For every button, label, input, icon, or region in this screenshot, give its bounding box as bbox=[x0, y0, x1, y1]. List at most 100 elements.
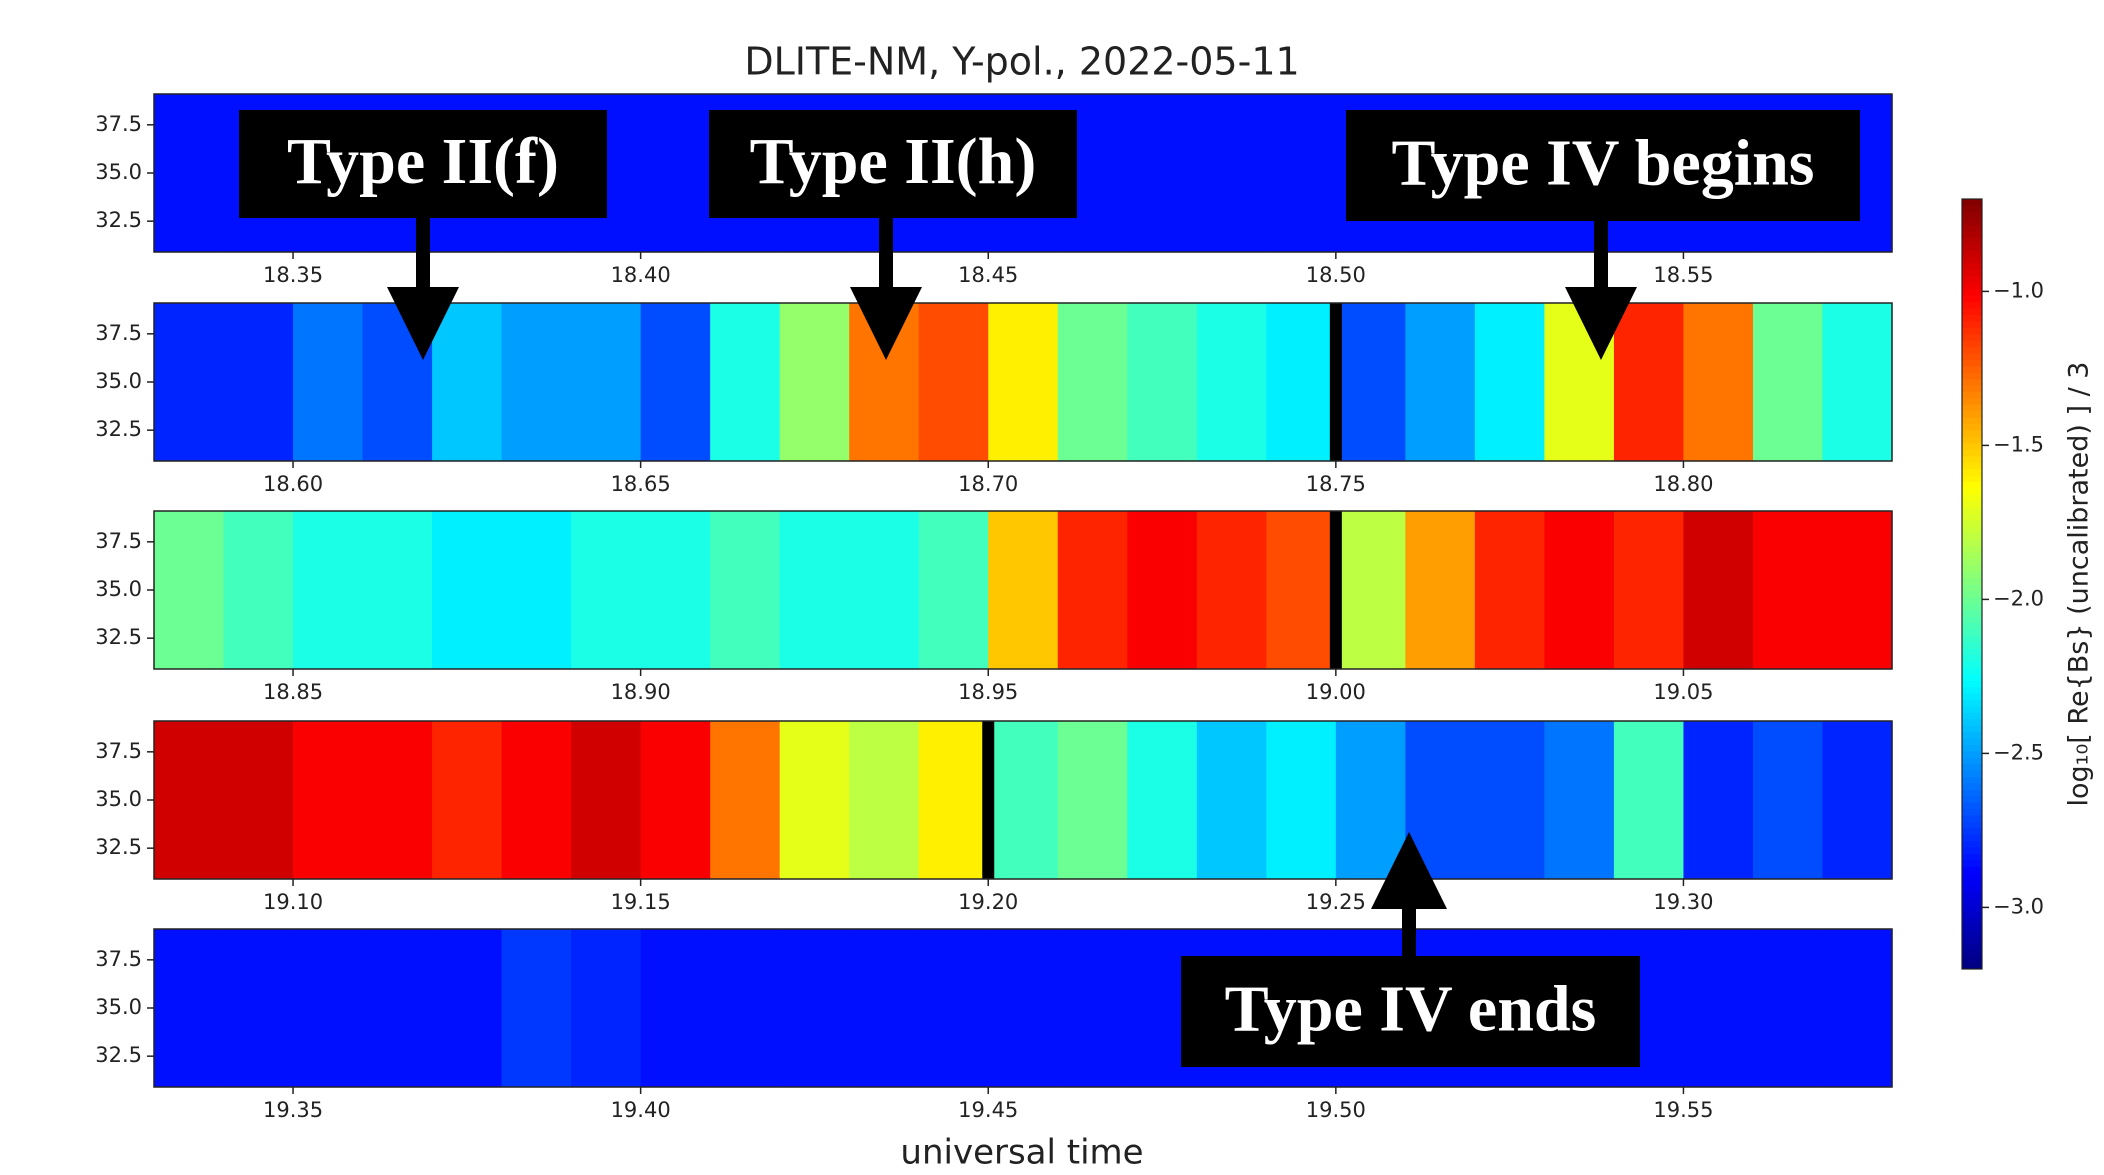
heat-cell bbox=[849, 929, 920, 1087]
colorbar-swatch bbox=[1962, 404, 1982, 412]
heat-cell bbox=[1474, 721, 1545, 879]
colorbar-tick-label: −1.5 bbox=[1993, 432, 2044, 456]
heat-cell bbox=[918, 303, 989, 461]
heat-cell bbox=[1266, 511, 1337, 669]
heat-cell bbox=[1822, 721, 1893, 879]
heat-cell bbox=[1335, 303, 1406, 461]
colorbar-tick-label: −1.0 bbox=[1993, 278, 2044, 302]
colorbar-swatch bbox=[1962, 936, 1982, 944]
colorbar-swatch bbox=[1962, 282, 1982, 290]
colorbar-swatch bbox=[1962, 872, 1982, 880]
heat-cell bbox=[640, 929, 711, 1087]
heat-cell bbox=[918, 511, 989, 669]
heat-cell bbox=[571, 929, 642, 1087]
heat-cell bbox=[640, 94, 711, 252]
colorbar-swatch bbox=[1962, 320, 1982, 328]
colorbar-swatch bbox=[1962, 487, 1982, 495]
colorbar-swatch bbox=[1962, 757, 1982, 765]
colorbar-swatch bbox=[1962, 532, 1982, 540]
colorbar-swatch bbox=[1962, 699, 1982, 707]
x-tick-label: 18.80 bbox=[1653, 472, 1713, 496]
heat-cell bbox=[1613, 511, 1685, 669]
colorbar-tick-label: −3.0 bbox=[1993, 894, 2044, 918]
x-tick-label: 19.25 bbox=[1306, 890, 1366, 914]
colorbar-swatch bbox=[1962, 269, 1982, 277]
colorbar-swatch bbox=[1962, 949, 1982, 957]
heat-cell bbox=[362, 511, 433, 669]
colorbar-swatch bbox=[1962, 596, 1982, 604]
colorbar-swatch bbox=[1962, 840, 1982, 848]
heat-cell bbox=[1196, 303, 1267, 461]
heat-cell bbox=[1752, 303, 1824, 461]
colorbar-swatch bbox=[1962, 199, 1982, 206]
y-tick-label: 37.5 bbox=[95, 947, 142, 971]
heat-cell bbox=[640, 511, 711, 669]
x-tick-label: 18.35 bbox=[263, 263, 323, 287]
colorbar-swatch bbox=[1962, 693, 1982, 700]
colorbar-swatch bbox=[1962, 211, 1982, 219]
colorbar-swatch bbox=[1962, 571, 1982, 579]
y-tick-label: 32.5 bbox=[95, 625, 142, 649]
arrow-head bbox=[387, 287, 459, 360]
colorbar-swatch bbox=[1962, 686, 1982, 694]
colorbar-swatch bbox=[1962, 551, 1982, 559]
colorbar-swatch bbox=[1962, 648, 1982, 656]
arrow-head bbox=[850, 287, 922, 360]
annotation-text: Type II(h) bbox=[750, 125, 1037, 198]
colorbar-swatch bbox=[1962, 436, 1982, 444]
x-tick-label: 19.20 bbox=[958, 890, 1018, 914]
heat-cell bbox=[293, 721, 364, 879]
colorbar-swatch bbox=[1962, 391, 1982, 399]
heat-cell bbox=[1544, 511, 1615, 669]
heat-cell bbox=[1266, 94, 1337, 252]
colorbar-swatch bbox=[1962, 917, 1982, 925]
colorbar-swatch bbox=[1962, 616, 1982, 623]
colorbar-swatch bbox=[1962, 372, 1982, 380]
colorbar-swatch bbox=[1962, 808, 1982, 816]
y-tick-label: 35.0 bbox=[95, 995, 142, 1019]
colorbar-swatch bbox=[1962, 494, 1982, 502]
colorbar-swatch bbox=[1962, 340, 1982, 348]
heat-cell bbox=[640, 721, 711, 879]
y-tick-label: 32.5 bbox=[95, 835, 142, 859]
colorbar-swatch bbox=[1962, 417, 1982, 425]
colorbar-swatch bbox=[1962, 904, 1982, 912]
x-tick-label: 18.60 bbox=[263, 472, 323, 496]
colorbar-swatch bbox=[1962, 243, 1982, 251]
colorbar-swatch bbox=[1962, 667, 1982, 675]
heat-cell bbox=[1057, 721, 1128, 879]
colorbar-swatch bbox=[1962, 526, 1982, 534]
colorbar-swatch bbox=[1962, 821, 1982, 829]
colorbar-swatch bbox=[1962, 513, 1982, 521]
colorbar-swatch bbox=[1962, 885, 1982, 893]
heat-cell bbox=[293, 511, 364, 669]
heat-cell bbox=[849, 721, 920, 879]
colorbar-swatch bbox=[1962, 744, 1982, 752]
x-tick-label: 19.15 bbox=[611, 890, 671, 914]
colorbar-swatch bbox=[1962, 962, 1982, 970]
heat-cell bbox=[1057, 929, 1128, 1087]
heat-cell bbox=[1613, 303, 1685, 461]
x-tick-label: 18.45 bbox=[958, 263, 1018, 287]
colorbar-swatch bbox=[1962, 584, 1982, 591]
colorbar-swatch bbox=[1962, 943, 1982, 951]
colorbar-swatch bbox=[1962, 231, 1982, 238]
colorbar-swatch bbox=[1962, 481, 1982, 489]
colorbar-swatch bbox=[1962, 346, 1982, 354]
colorbar-swatch bbox=[1962, 353, 1982, 360]
heat-cell bbox=[1474, 303, 1545, 461]
colorbar-swatch bbox=[1962, 276, 1982, 283]
y-tick-label: 37.5 bbox=[95, 529, 142, 553]
x-tick-label: 19.00 bbox=[1306, 680, 1366, 704]
colorbar-swatch bbox=[1962, 308, 1982, 315]
heat-cell bbox=[1196, 721, 1267, 879]
heat-cell bbox=[710, 303, 781, 461]
colorbar-swatch bbox=[1962, 558, 1982, 566]
heat-cell bbox=[1127, 721, 1198, 879]
heat-cell bbox=[1335, 721, 1406, 879]
heat-cell bbox=[432, 303, 503, 461]
heat-cell bbox=[988, 721, 1059, 879]
heat-cell bbox=[918, 929, 989, 1087]
colorbar-swatch bbox=[1962, 859, 1982, 867]
